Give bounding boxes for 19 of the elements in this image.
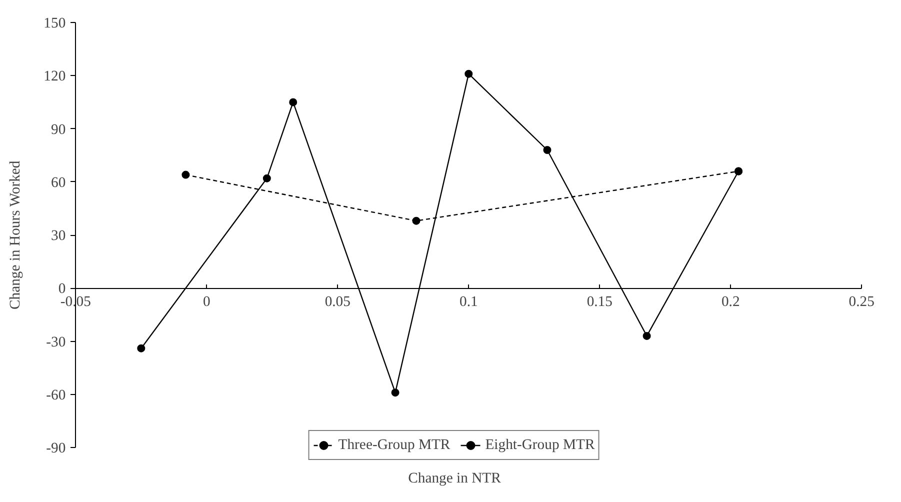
x-tick-label: 0.1: [459, 294, 478, 310]
x-tick-label: 0: [202, 294, 210, 310]
x-axis-title: Change in NTR: [408, 470, 502, 486]
x-tick-label: 0.15: [586, 294, 612, 310]
y-tick-label: 30: [51, 228, 66, 244]
y-tick-label: 120: [44, 68, 66, 85]
x-tick-label: 0.2: [721, 294, 740, 310]
y-axis-title: Change in Hours Worked: [8, 160, 24, 310]
x-tick-label: 0.25: [848, 294, 874, 310]
y-tick-label: 90: [51, 122, 66, 138]
y-tick-label: 0: [58, 281, 66, 298]
legend-label: Three-Group MTR: [338, 436, 450, 454]
y-tick-label: -30: [46, 334, 66, 350]
y-tick-label: 60: [51, 174, 66, 191]
y-tick-label: 150: [44, 16, 66, 32]
legend-label: Eight-Group MTR: [485, 436, 595, 454]
y-tick-label: -90: [46, 440, 66, 456]
x-tick-label: 0.05: [324, 294, 350, 310]
y-tick-label: -60: [46, 387, 66, 404]
